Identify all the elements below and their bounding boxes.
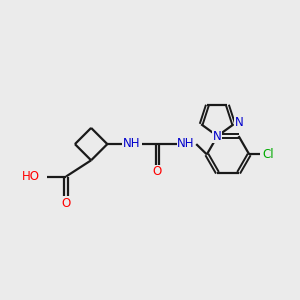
Text: HO: HO <box>22 170 40 183</box>
Text: N: N <box>213 130 222 142</box>
Text: NH: NH <box>123 137 140 150</box>
Text: O: O <box>153 165 162 178</box>
Text: N: N <box>235 116 243 129</box>
Text: NH: NH <box>177 137 195 150</box>
Text: Cl: Cl <box>262 148 274 161</box>
Text: O: O <box>61 197 71 210</box>
